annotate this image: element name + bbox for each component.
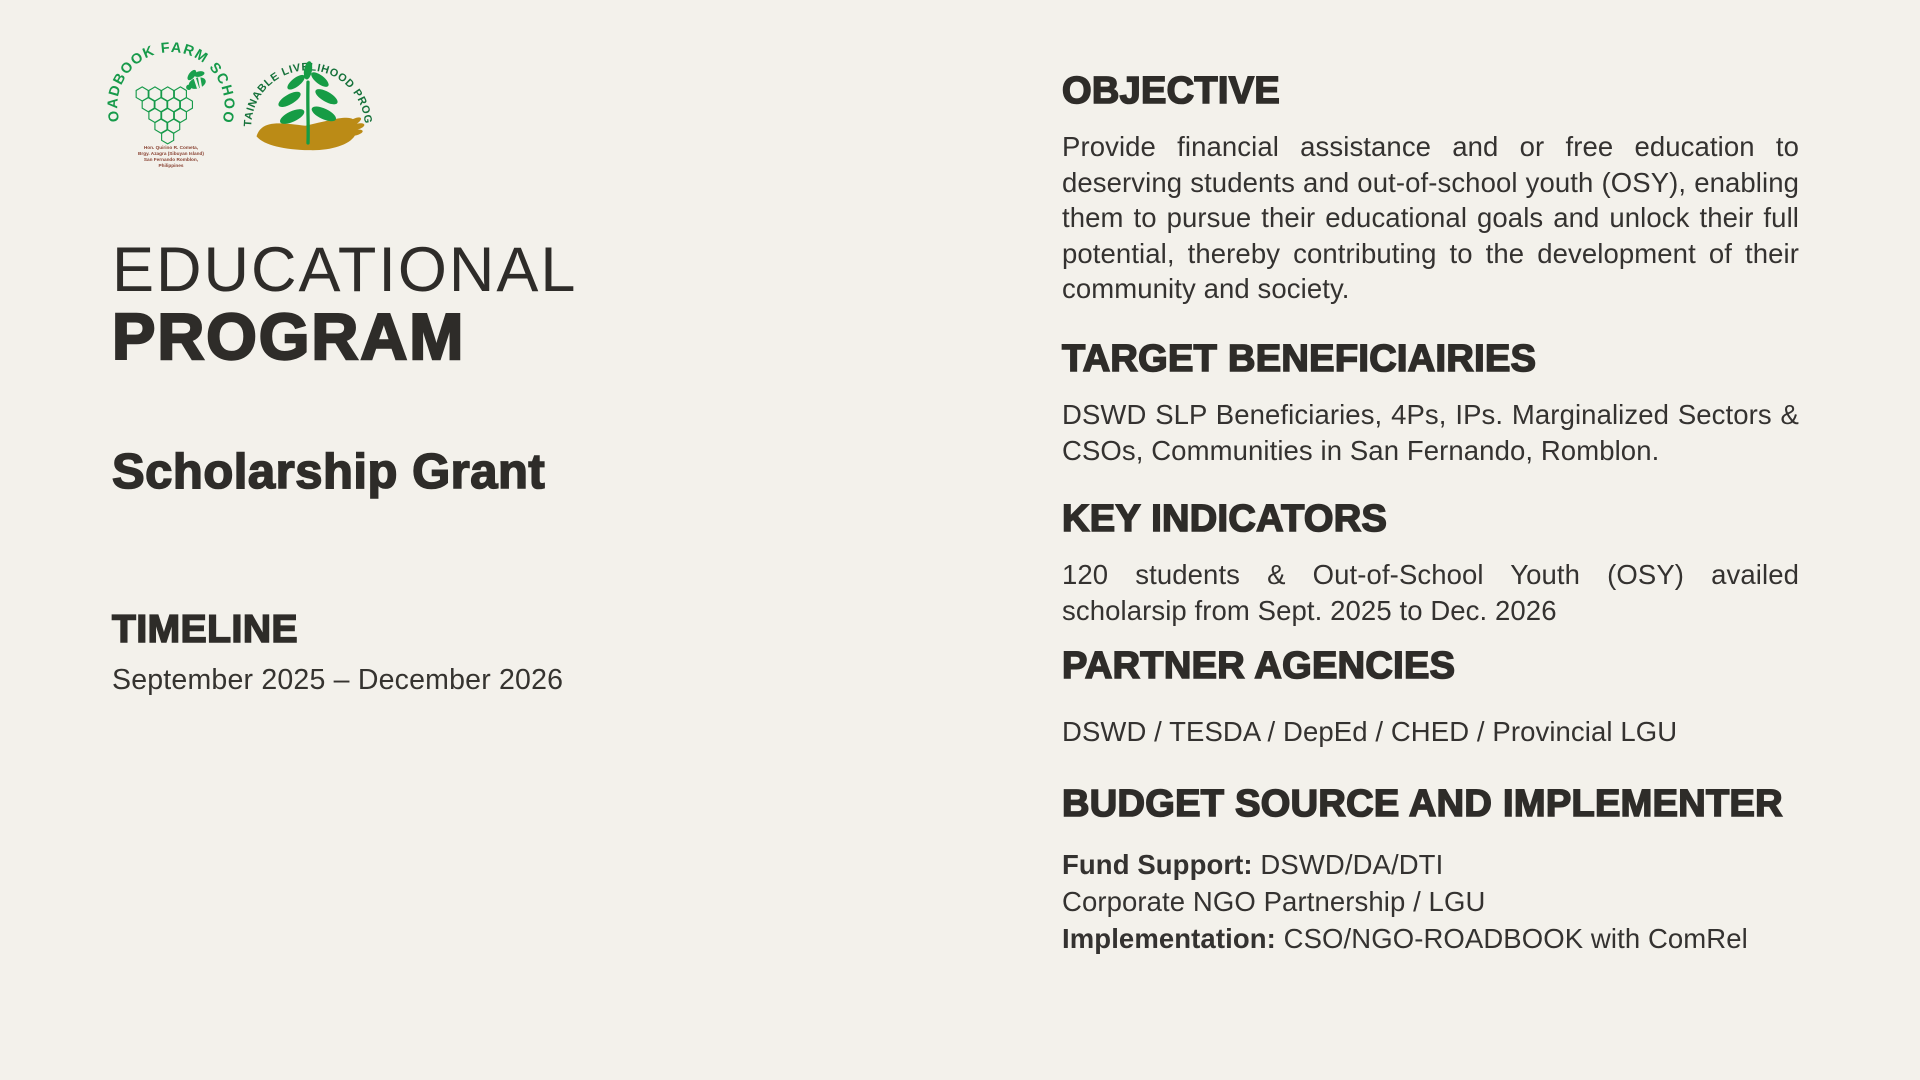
fund-support-label: Fund Support: (1062, 849, 1253, 880)
implementation-value: CSO/NGO-ROADBOOK with ComRel (1275, 923, 1748, 954)
bee-icon (186, 69, 206, 90)
svg-text:Brgy. Azagra (Sibuyan Island): Brgy. Azagra (Sibuyan Island) (138, 151, 204, 156)
budget-source-body: Fund Support: DSWD/DA/DTI Corporate NGO … (1062, 846, 1862, 957)
roadbook-arc-text: ROADBOOK FARM SCHOOL (104, 34, 237, 125)
key-indicators-body: 120 students & Out-of-School Youth (OSY)… (1062, 559, 1799, 626)
hand-icon (256, 117, 365, 151)
key-indicators-section: KEY INDICATORS 120 students & Out-of-Sch… (1061, 497, 1799, 628)
implementation-line: Implementation: CSO/NGO-ROADBOOK with Co… (1062, 920, 1862, 957)
target-beneficiaries-heading: TARGET BENEFICIAIRIES (1061, 337, 1537, 381)
program-title: EDUCATIONAL PROGRAM (111, 235, 578, 373)
timeline-value: September 2025 – December 2026 (112, 664, 564, 696)
fund-support-value: DSWD/DA/DTI (1252, 849, 1444, 880)
partnership-line: Corporate NGO Partnership / LGU (1062, 886, 1486, 917)
roadbook-address: Hon. Quirino R. Cometa, Brgy. Azagra (Si… (138, 145, 204, 168)
program-subtitle: Scholarship Grant (111, 444, 546, 500)
target-beneficiaries-section: TARGET BENEFICIAIRIES DSWD SLP Beneficia… (1061, 337, 1799, 468)
program-title-line1: EDUCATIONAL (112, 235, 578, 305)
timeline-heading: TIMELINE (111, 607, 298, 652)
objective-body: Provide financial assistance and or free… (1062, 131, 1799, 304)
svg-text:San Fernando Romblon,: San Fernando Romblon, (144, 157, 198, 162)
sustainable-livelihood-program-logo: SUSTAINABLE LIVELIHOOD PROGRAM (242, 36, 373, 151)
target-beneficiaries-body: DSWD SLP Beneficiaries, 4Ps, IPs. Margin… (1062, 399, 1799, 466)
fund-support-line: Fund Support: DSWD/DA/DTI (1062, 846, 1862, 883)
plant-icon (278, 61, 338, 145)
partner-agencies-body: DSWD / TESDA / DepEd / CHED / Provincial… (1062, 716, 1678, 747)
key-indicators-heading: KEY INDICATORS (1061, 497, 1388, 541)
budget-source-heading: BUDGET SOURCE AND IMPLEMENTER (1061, 782, 1783, 826)
partner-agencies-section: PARTNER AGENCIES DSWD / TESDA / DepEd / … (1061, 644, 1799, 750)
roadbook-farm-school-logo: ROADBOOK FARM SCHOOL Hon. Quirino R. Com… (104, 34, 237, 168)
timeline-section: TIMELINE September 2025 – December 2026 (111, 607, 564, 697)
honeycomb-icon (135, 86, 194, 145)
svg-text:Hon. Quirino R. Cometa,: Hon. Quirino R. Cometa, (144, 145, 198, 150)
partner-agencies-heading: PARTNER AGENCIES (1061, 644, 1456, 688)
svg-text:Philippines: Philippines (158, 163, 183, 168)
objective-heading: OBJECTIVE (1061, 69, 1281, 113)
program-title-line2: PROGRAM (111, 300, 466, 373)
objective-section: OBJECTIVE Provide financial assistance a… (1061, 69, 1799, 307)
implementation-label: Implementation: (1062, 923, 1276, 954)
budget-source-section: BUDGET SOURCE AND IMPLEMENTER Fund Suppo… (1061, 782, 1862, 957)
